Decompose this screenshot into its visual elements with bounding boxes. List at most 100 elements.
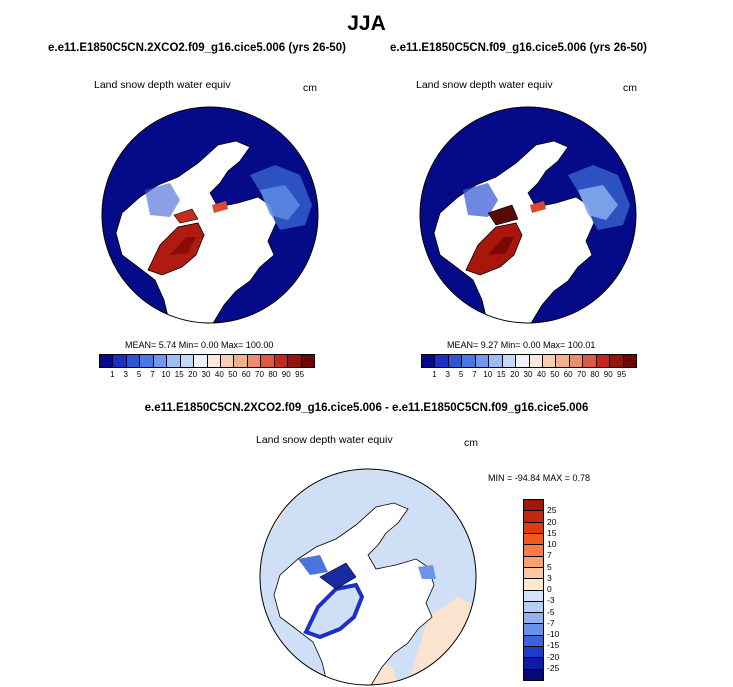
colorbar-tick-label: 10 — [483, 370, 493, 379]
panel2-stats: MEAN= 9.27 Min= 0.00 Max= 100.01 — [447, 340, 596, 350]
colorbar-swatch — [524, 556, 543, 568]
colorbar-tick-label: 70 — [255, 370, 264, 379]
colorbar-swatch — [524, 669, 543, 680]
colorbar-tick-label: -20 — [547, 651, 560, 662]
colorbar-tick-label: 7 — [472, 370, 477, 379]
colorbar-tick-label: 80 — [268, 370, 278, 379]
colorbar-tick-label: 0 — [547, 584, 552, 594]
colorbar-tick-label: 40 — [536, 370, 546, 379]
colorbar-swatch — [261, 355, 275, 367]
colorbar-tick-label: -10 — [547, 629, 560, 639]
colorbar-swatch — [556, 355, 570, 367]
colorbar-swatch — [247, 355, 262, 367]
colorbar-tick-label: 20 — [510, 370, 520, 379]
colorbar-swatch — [126, 355, 141, 367]
colorbar-swatch — [524, 635, 543, 648]
colorbar-tick-label: 15 — [174, 370, 184, 379]
panel2-colorbar-ticks: 1 3 5 7 10 15 20 30 40 50 60 70 80 90 95 — [421, 370, 635, 382]
colorbar-swatch — [524, 511, 543, 523]
colorbar-swatch — [524, 624, 543, 636]
panel2-polar-map — [419, 106, 637, 324]
colorbar-tick-label: 7 — [547, 550, 552, 561]
diff-colorbar — [523, 499, 544, 681]
colorbar-swatch — [489, 355, 503, 367]
colorbar-swatch — [180, 355, 195, 367]
panel1-polar-map — [101, 106, 319, 324]
colorbar-tick-label: 50 — [228, 370, 238, 379]
panel1-stats: MEAN= 5.74 Min= 0.00 Max= 100.00 — [125, 340, 274, 350]
colorbar-swatch — [462, 355, 476, 367]
colorbar-tick-label: 95 — [295, 370, 305, 379]
colorbar-tick-label: -25 — [547, 662, 560, 673]
colorbar-swatch — [569, 355, 584, 367]
colorbar-tick-label: -5 — [547, 606, 555, 617]
panel1-unit: cm — [303, 82, 317, 94]
colorbar-tick-label: 5 — [547, 561, 552, 572]
colorbar-tick-label: 20 — [188, 370, 198, 379]
colorbar-swatch — [524, 613, 543, 625]
colorbar-swatch — [524, 500, 543, 512]
colorbar-swatch — [435, 355, 449, 367]
colorbar-swatch — [113, 355, 127, 367]
colorbar-tick-label: 90 — [281, 370, 291, 379]
colorbar-swatch — [524, 545, 543, 557]
panel1-field-label: Land snow depth water equiv — [94, 79, 231, 91]
colorbar-swatch — [524, 601, 543, 614]
colorbar-tick-label: 3 — [547, 572, 552, 583]
colorbar-tick-label: 60 — [241, 370, 251, 379]
colorbar-swatch — [583, 355, 597, 367]
diff-colorbar-ticks: 25 20 15 10 7 5 3 0 -3 -5 -7 -10 -15 -20 -25 — [547, 499, 577, 679]
colorbar-tick-label: 3 — [445, 370, 450, 379]
colorbar-swatch — [596, 355, 611, 367]
panel1-colorbar — [99, 354, 315, 368]
panel2-unit: cm — [623, 82, 637, 94]
colorbar-tick-label: -15 — [547, 640, 560, 651]
colorbar-tick-label: 70 — [577, 370, 586, 379]
diff-stats: MIN = -94.84 MAX = 0.78 — [488, 473, 591, 483]
colorbar-swatch — [516, 355, 530, 367]
colorbar-tick-label: -3 — [547, 595, 555, 606]
colorbar-tick-label: 1 — [432, 370, 437, 379]
colorbar-tick-label: -7 — [547, 617, 555, 628]
colorbar-swatch — [524, 579, 543, 591]
colorbar-swatch — [274, 355, 289, 367]
colorbar-swatch — [220, 355, 235, 367]
colorbar-tick-label: 3 — [123, 370, 128, 379]
colorbar-tick-label: 20 — [547, 516, 557, 527]
colorbar-tick-label: 80 — [590, 370, 600, 379]
colorbar-swatch — [234, 355, 248, 367]
colorbar-swatch — [153, 355, 168, 367]
colorbar-tick-label: 15 — [496, 370, 506, 379]
colorbar-swatch — [448, 355, 463, 367]
colorbar-swatch — [140, 355, 154, 367]
colorbar-swatch — [207, 355, 221, 367]
colorbar-swatch — [502, 355, 517, 367]
colorbar-swatch — [524, 533, 543, 546]
colorbar-tick-label: 5 — [136, 370, 142, 379]
colorbar-swatch — [524, 522, 543, 534]
colorbar-swatch — [301, 355, 314, 367]
colorbar-swatch — [610, 355, 624, 367]
panel2-field-label: Land snow depth water equiv — [416, 79, 553, 91]
colorbar-swatch — [524, 567, 543, 580]
colorbar-tick-label: 15 — [547, 527, 557, 538]
colorbar-tick-label: 25 — [547, 505, 557, 516]
diff-polar-map — [259, 468, 477, 686]
colorbar-tick-label: 95 — [617, 370, 627, 379]
colorbar-tick-label: 30 — [523, 370, 533, 379]
colorbar-swatch — [422, 355, 436, 367]
colorbar-swatch — [288, 355, 302, 367]
diff-field-label: Land snow depth water equiv — [256, 434, 393, 446]
colorbar-swatch — [475, 355, 490, 367]
colorbar-tick-label: 10 — [547, 539, 557, 549]
colorbar-tick-label: 5 — [458, 370, 464, 379]
colorbar-tick-label: 60 — [563, 370, 573, 379]
colorbar-tick-label: 50 — [550, 370, 560, 379]
colorbar-swatch — [542, 355, 557, 367]
colorbar-swatch — [623, 355, 636, 367]
colorbar-swatch — [524, 647, 543, 659]
panel1-colorbar-ticks: 1 3 5 7 10 15 20 30 40 50 60 70 80 90 95 — [99, 370, 313, 382]
figure-title: JJA — [347, 12, 386, 35]
colorbar-tick-label: 30 — [201, 370, 211, 379]
colorbar-tick-label: 10 — [161, 370, 171, 379]
